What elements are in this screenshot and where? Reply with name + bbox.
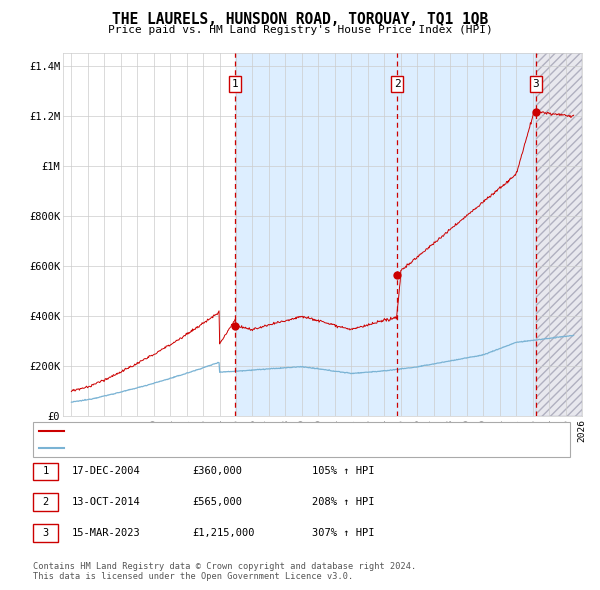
Text: £1,215,000: £1,215,000 (192, 528, 254, 537)
Text: HPI: Average price, semi-detached house, Torbay: HPI: Average price, semi-detached house,… (68, 444, 344, 453)
Bar (536, 53, 582, 416)
Text: 2: 2 (43, 497, 49, 507)
Text: Contains HM Land Registry data © Crown copyright and database right 2024.
This d: Contains HM Land Registry data © Crown c… (33, 562, 416, 581)
Bar (235, 53, 536, 416)
Text: £360,000: £360,000 (192, 467, 242, 476)
Text: 1: 1 (43, 467, 49, 476)
Text: THE LAURELS, HUNSDON ROAD, TORQUAY, TQ1 1QB (semi-detached house): THE LAURELS, HUNSDON ROAD, TORQUAY, TQ1 … (68, 427, 449, 436)
Text: 3: 3 (533, 79, 539, 89)
Text: 3: 3 (43, 528, 49, 537)
Text: 307% ↑ HPI: 307% ↑ HPI (312, 528, 374, 537)
Text: £565,000: £565,000 (192, 497, 242, 507)
Text: THE LAURELS, HUNSDON ROAD, TORQUAY, TQ1 1QB: THE LAURELS, HUNSDON ROAD, TORQUAY, TQ1 … (112, 12, 488, 27)
Text: 2: 2 (394, 79, 401, 89)
Text: Price paid vs. HM Land Registry's House Price Index (HPI): Price paid vs. HM Land Registry's House … (107, 25, 493, 35)
Bar (536, 53, 582, 416)
Text: 105% ↑ HPI: 105% ↑ HPI (312, 467, 374, 476)
Text: 17-DEC-2004: 17-DEC-2004 (72, 467, 141, 476)
Text: 208% ↑ HPI: 208% ↑ HPI (312, 497, 374, 507)
Text: 13-OCT-2014: 13-OCT-2014 (72, 497, 141, 507)
Text: 15-MAR-2023: 15-MAR-2023 (72, 528, 141, 537)
Text: 1: 1 (232, 79, 239, 89)
